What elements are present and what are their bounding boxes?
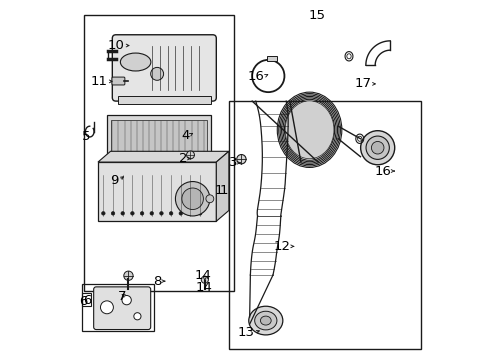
- Text: 7: 7: [118, 290, 126, 303]
- Bar: [84, 15, 234, 291]
- Text: 4: 4: [181, 129, 190, 142]
- Bar: [107, 116, 211, 157]
- Text: 16: 16: [374, 165, 392, 177]
- Polygon shape: [216, 151, 229, 221]
- Circle shape: [101, 212, 105, 215]
- Circle shape: [189, 212, 192, 215]
- Ellipse shape: [371, 141, 384, 154]
- Circle shape: [124, 271, 133, 280]
- Circle shape: [201, 276, 208, 283]
- Text: 1: 1: [215, 184, 223, 197]
- Text: 11: 11: [91, 75, 108, 88]
- Text: 8: 8: [153, 275, 162, 288]
- Circle shape: [150, 212, 153, 215]
- Text: 14: 14: [196, 281, 212, 294]
- Circle shape: [170, 212, 173, 215]
- Bar: [118, 96, 211, 104]
- Circle shape: [237, 154, 246, 164]
- Text: 2: 2: [179, 152, 188, 165]
- FancyBboxPatch shape: [94, 287, 151, 329]
- Text: 1: 1: [219, 184, 228, 197]
- Circle shape: [131, 212, 134, 215]
- Bar: [111, 120, 207, 152]
- Text: 3: 3: [229, 156, 237, 169]
- FancyBboxPatch shape: [112, 77, 125, 85]
- Circle shape: [100, 301, 113, 314]
- Text: 17: 17: [354, 77, 371, 90]
- Ellipse shape: [121, 53, 151, 71]
- Text: 13: 13: [238, 326, 255, 339]
- FancyBboxPatch shape: [112, 35, 216, 101]
- Ellipse shape: [260, 316, 271, 325]
- Ellipse shape: [361, 131, 395, 165]
- Bar: [82, 293, 91, 306]
- Circle shape: [179, 212, 183, 215]
- Bar: [229, 101, 421, 348]
- Bar: [267, 56, 276, 61]
- Text: 5: 5: [82, 130, 91, 144]
- Text: 12: 12: [274, 240, 291, 253]
- Circle shape: [160, 212, 163, 215]
- Bar: [82, 284, 153, 330]
- Circle shape: [187, 151, 195, 159]
- Ellipse shape: [249, 306, 283, 335]
- Text: 6: 6: [79, 296, 87, 309]
- Circle shape: [198, 212, 202, 215]
- Text: 16: 16: [248, 69, 265, 82]
- Circle shape: [182, 188, 203, 210]
- Text: 6: 6: [83, 294, 91, 307]
- Ellipse shape: [366, 136, 390, 159]
- Text: 15: 15: [308, 9, 325, 22]
- Text: 9: 9: [110, 174, 119, 186]
- Circle shape: [121, 212, 124, 215]
- Circle shape: [111, 212, 115, 215]
- Ellipse shape: [255, 311, 277, 330]
- Text: 14: 14: [195, 269, 212, 282]
- Circle shape: [151, 67, 164, 80]
- Circle shape: [122, 296, 131, 305]
- Text: 10: 10: [108, 39, 125, 52]
- Circle shape: [140, 212, 144, 215]
- Bar: [98, 162, 216, 221]
- Ellipse shape: [285, 101, 334, 159]
- Circle shape: [175, 181, 210, 216]
- Circle shape: [134, 313, 141, 320]
- Circle shape: [206, 195, 214, 203]
- Polygon shape: [98, 151, 229, 162]
